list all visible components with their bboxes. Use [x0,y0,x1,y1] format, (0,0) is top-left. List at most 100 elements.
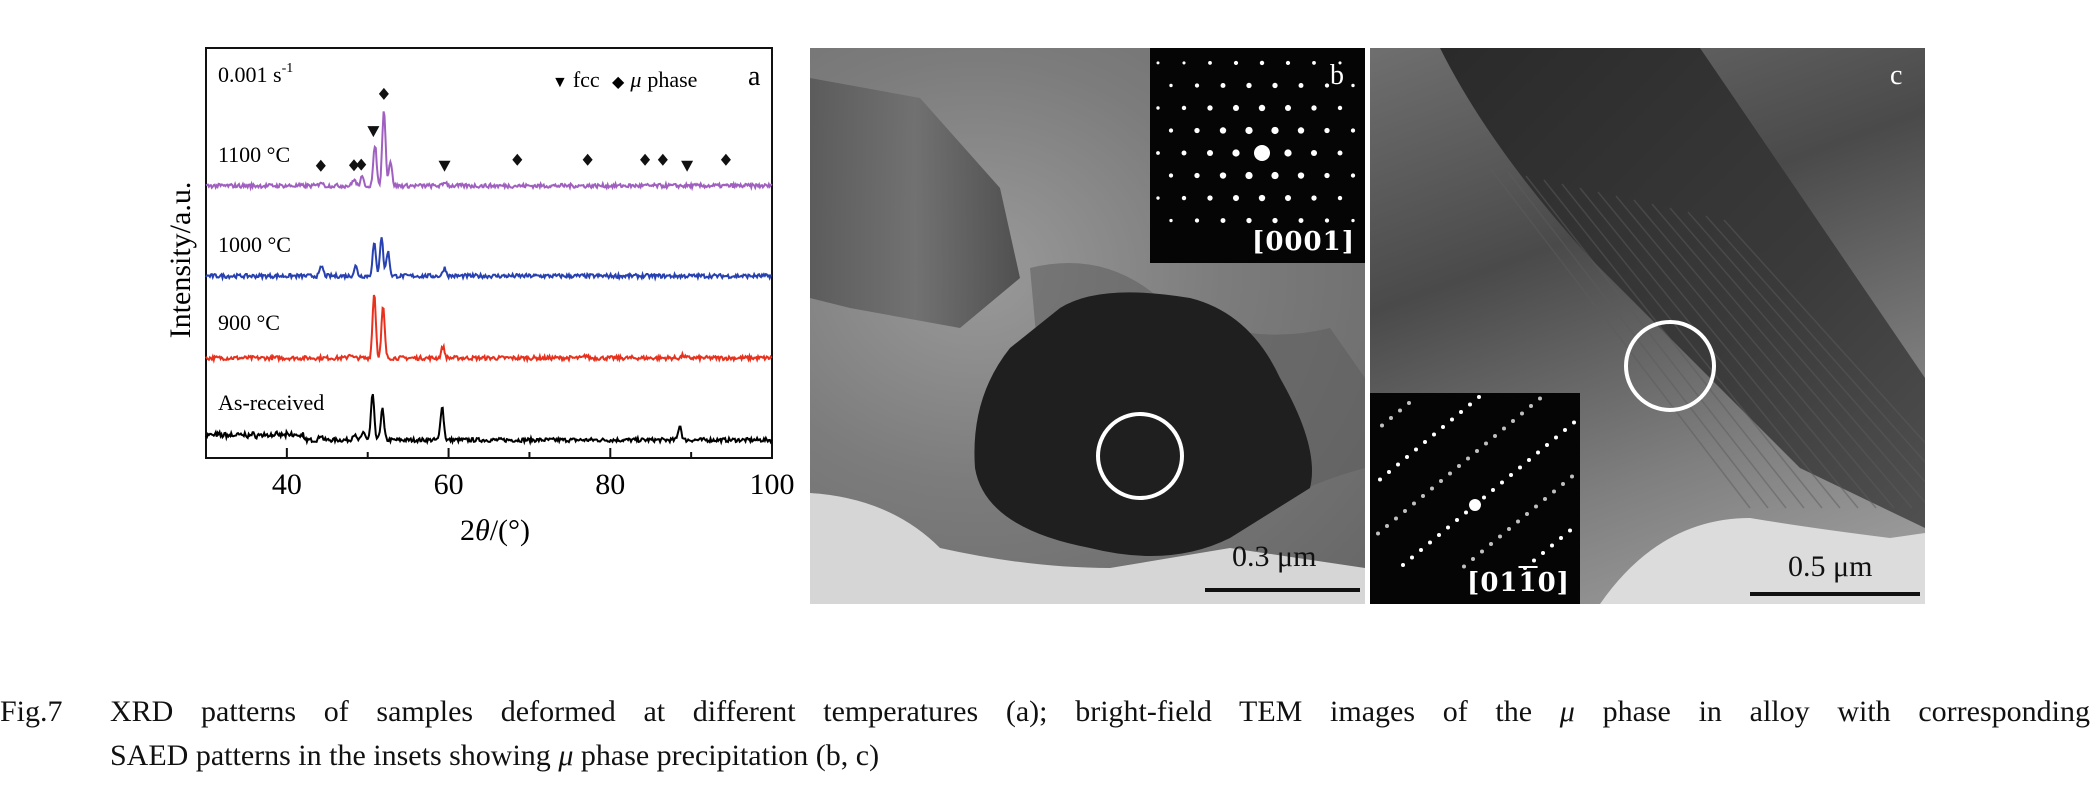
diffraction-spot [1389,416,1393,420]
mu-marker-8 [720,153,731,166]
diffraction-spot [1498,534,1502,539]
figure-number: Fig.7 [0,695,63,728]
diffraction-spot [1181,150,1187,156]
diffraction-spot [1459,410,1463,414]
diffraction-spot [1511,419,1515,423]
diffraction-spot [1448,471,1452,476]
caption-part-1a: XRD patterns of samples deformed at diff… [110,695,1560,728]
diffraction-spot [1232,104,1240,112]
diffraction-spot [1529,404,1533,408]
striation [1525,175,1787,509]
diffraction-spot [1482,495,1486,500]
saed-pattern-b [1156,60,1356,224]
diffraction-spot [1350,128,1356,133]
bright-region-c [1600,518,1925,604]
diffraction-spot [1271,126,1279,135]
caption-line-1: Fig.7 XRD patterns of samples deformed a… [0,690,2090,734]
mu-marker-7 [657,153,668,166]
saed-inset-c: [0110] [1370,393,1580,604]
diffraction-spot [1398,408,1402,413]
diffraction-spot [1534,504,1538,509]
fcc-marker-1 [438,160,451,172]
diffraction-spot [1168,128,1174,133]
diffraction-spot [1405,455,1409,459]
mu-marker-1 [348,159,359,172]
diffraction-spot [1284,149,1292,157]
diffraction-spot [1559,536,1563,540]
diffraction-spot [1419,548,1423,552]
diffraction-spot [1298,82,1304,88]
diffraction-spot [1441,425,1445,429]
diffraction-spot [1219,172,1227,179]
striation [1597,191,1859,509]
diffraction-spot [1439,479,1443,483]
lamellar-band [1440,48,1925,528]
diffraction-spot [1525,512,1529,516]
tem-image-c: [0110] c 0.5 μm [1370,48,1925,604]
phase-markers [315,87,731,172]
zone-axis-c-post: 0] [1537,568,1570,598]
panel-a-label: a [748,61,761,92]
diffraction-spot [1552,489,1556,494]
mu-marker-6 [640,153,651,166]
diffraction-spot [1194,172,1200,179]
diffraction-spot [1464,510,1468,515]
diffraction-spot [1219,127,1227,134]
caption-mu-1: μ [1559,695,1575,728]
diffraction-spot [1337,195,1343,201]
caption-part-2a: SAED patterns in the insets showing [110,739,559,772]
diffraction-spot [1206,149,1214,157]
legend-mu-label: phase [647,67,697,92]
diffraction-spot [1245,126,1253,135]
diffraction-spot [1545,443,1549,447]
diffraction-spot [1169,218,1173,223]
series-label-0: As-received [218,390,324,415]
diffraction-spot [1532,558,1536,563]
diffraction-spot [1457,464,1461,468]
diffraction-spot [1477,395,1481,399]
diffraction-spot [1401,563,1405,567]
diffraction-spot [1337,150,1343,156]
diffraction-spot [1312,61,1316,65]
zone-axis-c-pre: [01 [1467,568,1519,598]
striation [1543,179,1805,509]
diffraction-spot [1446,525,1450,530]
diffraction-spot [1536,450,1540,455]
diffraction-spot [1168,173,1174,178]
diffraction-spot [1232,194,1240,202]
diffraction-spot [1563,428,1567,432]
zone-axis-label-c: [0110] [1467,568,1570,598]
diffraction-spot [1541,551,1545,555]
diffraction-spot [1259,60,1265,66]
diffraction-spot [1258,104,1266,112]
striation [1723,219,1925,444]
fcc-marker-icon: ▼ [552,74,568,91]
diffraction-spot [1568,528,1572,533]
diffraction-spot [1376,531,1380,536]
diffraction-spot [1337,105,1343,111]
mu-marker-4 [512,153,523,166]
x-axis-label-suffix: /(°) [490,514,530,547]
diffraction-spot [1156,106,1160,110]
diffraction-spot [1538,396,1542,401]
mu-marker-5 [582,153,593,166]
diffraction-spot [1156,61,1160,65]
diffraction-spot [1258,194,1266,202]
scale-bar-c [1750,592,1920,596]
diffraction-spot [1469,499,1481,511]
diffraction-spot [1516,519,1520,524]
fcc-marker-0 [367,126,380,138]
zone-axis-label-b: [0001] [1252,227,1355,257]
scale-bar-label-b: 0.3 μm [1232,540,1317,573]
diffraction-spot [1284,104,1292,112]
striation [1687,211,1925,483]
diffraction-spot [1414,447,1418,452]
scale-bar-label-c: 0.5 μm [1788,550,1873,583]
saed-pattern-c [1376,395,1576,570]
diffraction-spot [1412,501,1416,506]
diffraction-spot [1324,83,1330,88]
diffraction-spot [1181,195,1187,201]
diffraction-spot [1387,470,1391,474]
saed-inset-b: [0001] [1150,48,1365,263]
diffraction-spot [1298,218,1304,224]
